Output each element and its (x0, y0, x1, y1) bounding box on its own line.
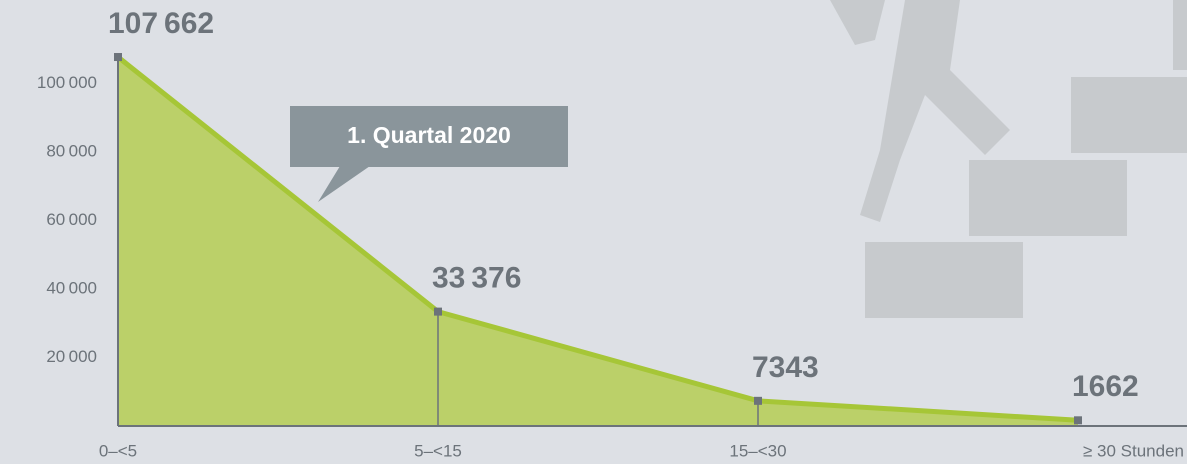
stair (1071, 77, 1187, 153)
stair (865, 242, 1023, 318)
callout: 1. Quartal 2020 (290, 106, 568, 202)
point-marker (434, 307, 442, 316)
value-label: 7343 (752, 351, 819, 384)
stair (969, 160, 1127, 236)
decoration (830, 0, 1187, 318)
callout-box (290, 106, 568, 167)
y-tick-label: 100 000 (37, 73, 97, 92)
y-tick-label: 40 000 (46, 278, 97, 297)
figure (860, 0, 1010, 222)
value-label: 107 662 (108, 7, 214, 40)
stair (1173, 0, 1187, 70)
point-marker (754, 396, 762, 405)
x-tick-label: 15–<30 (729, 441, 786, 460)
value-label: 1662 (1072, 370, 1139, 403)
point-marker (1074, 416, 1082, 425)
x-tick-label: 0–<5 (99, 441, 137, 460)
point-marker (114, 53, 122, 62)
x-tick-label: 5–<15 (414, 441, 462, 460)
y-tick-label: 20 000 (46, 347, 97, 366)
y-tick-label: 60 000 (46, 210, 97, 229)
area-fill (118, 57, 1078, 426)
figure (830, 0, 885, 45)
area-line (116, 55, 1079, 423)
annotation: 1. Quartal 2020 (347, 122, 511, 148)
y-tick-label: 80 000 (46, 141, 97, 160)
x-tick-label: ≥ 30 Stunden (1083, 441, 1184, 460)
value-label: 33 376 (432, 262, 521, 295)
callout-tail (318, 166, 370, 202)
